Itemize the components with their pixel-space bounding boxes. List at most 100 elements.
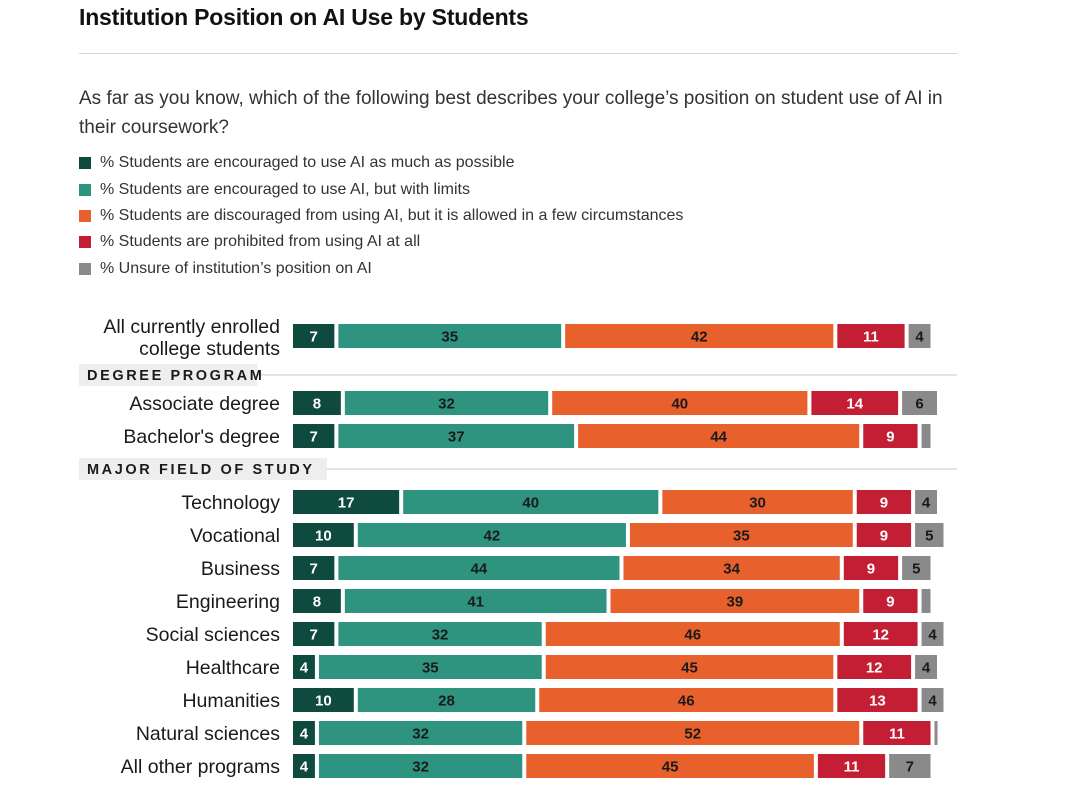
legend-label: % Students are encouraged to use AI as m… <box>100 154 515 172</box>
bar-segment-all-other-programs-4 <box>889 754 931 778</box>
bar-segment-business-0 <box>293 556 335 580</box>
bar-segment-healthcare-3 <box>837 655 912 679</box>
data-label: 44 <box>710 429 727 446</box>
row-label-engineering: Engineering <box>176 591 280 613</box>
data-label: 11 <box>889 726 905 743</box>
legend-label: % Students are encouraged to use AI, but… <box>100 180 470 198</box>
row-label-line: All currently enrolled <box>103 316 280 338</box>
data-label: 7 <box>310 627 318 644</box>
data-label: 34 <box>723 561 740 578</box>
data-label: 4 <box>928 627 937 644</box>
bar-segment-associate-degree-2 <box>552 391 808 415</box>
data-label: 6 <box>915 396 923 413</box>
legend-label: % Unsure of institution’s position on AI <box>100 259 372 277</box>
data-label: 41 <box>467 594 484 611</box>
legend-swatch <box>79 236 91 249</box>
bar-segment-associate-degree-4 <box>902 391 937 415</box>
data-label: 4 <box>922 660 931 677</box>
legend-label: % Students are discouraged from using AI… <box>100 206 684 224</box>
bar-segment-vocational-0 <box>293 523 354 547</box>
bar-segment-all-other-programs-0 <box>293 754 315 778</box>
bar-segment-healthcare-1 <box>318 655 542 679</box>
bar-segment-business-1 <box>338 556 620 580</box>
data-label: 4 <box>300 660 309 677</box>
row-label-bachelor-s-degree: Bachelor's degree <box>123 426 280 448</box>
data-label: 37 <box>448 429 465 446</box>
bar-segment-engineering-1 <box>344 589 607 613</box>
data-label: 4 <box>300 726 309 743</box>
bar-segment-social-sciences-2 <box>545 622 840 646</box>
data-label: 9 <box>886 594 894 611</box>
bar-segment-all-currently-enrolled-college-students-2 <box>565 324 834 348</box>
legend-item-discouraged: % Students are discouraged from using AI… <box>79 203 683 229</box>
bar-segment-social-sciences-3 <box>843 622 918 646</box>
bar-segment-all-other-programs-1 <box>318 754 523 778</box>
bar-segment-engineering-2 <box>610 589 860 613</box>
data-label: 12 <box>866 660 883 677</box>
bar-segment-healthcare-4 <box>915 655 937 679</box>
bar-segment-vocational-1 <box>357 523 626 547</box>
bar-segment-natural-sciences-4 <box>934 721 938 745</box>
data-label: 4 <box>300 759 309 776</box>
data-label: 40 <box>522 495 539 512</box>
data-label: 9 <box>867 561 875 578</box>
data-label: 46 <box>684 627 701 644</box>
bar-segment-bachelor-s-degree-2 <box>578 424 860 448</box>
bar-segment-bachelor-s-degree-0 <box>293 424 335 448</box>
data-label: 4 <box>915 329 924 346</box>
bar-segment-natural-sciences-1 <box>318 721 523 745</box>
data-label: 12 <box>872 627 889 644</box>
row-label-social-sciences: Social sciences <box>146 624 281 646</box>
bar-segment-natural-sciences-0 <box>293 721 315 745</box>
bar-segment-social-sciences-1 <box>338 622 542 646</box>
legend-label: % Students are prohibited from using AI … <box>100 233 421 251</box>
bar-segment-all-currently-enrolled-college-students-3 <box>837 324 905 348</box>
bar-segment-natural-sciences-2 <box>526 721 860 745</box>
bar-segment-engineering-4 <box>921 589 931 613</box>
data-label: 13 <box>869 693 886 710</box>
legend-item-prohibited: % Students are prohibited from using AI … <box>79 229 683 255</box>
data-label: 10 <box>315 528 332 545</box>
bar-segment-healthcare-0 <box>293 655 315 679</box>
bar-segment-associate-degree-1 <box>344 391 549 415</box>
legend-swatch <box>79 262 91 275</box>
bar-segment-humanities-3 <box>837 688 918 712</box>
data-label: 9 <box>880 495 888 512</box>
bar-segment-technology-1 <box>403 490 659 514</box>
data-label: 46 <box>678 693 695 710</box>
legend-swatch <box>79 157 91 170</box>
row-label-associate-degree: Associate degree <box>129 393 280 415</box>
row-label-vocational: Vocational <box>190 525 280 547</box>
data-label: 28 <box>438 693 455 710</box>
bar-segment-vocational-2 <box>629 523 853 547</box>
title-divider <box>79 53 957 54</box>
data-label: 35 <box>422 660 439 677</box>
bar-segment-bachelor-s-degree-3 <box>863 424 918 448</box>
data-label: 30 <box>749 495 766 512</box>
bar-segment-social-sciences-0 <box>293 622 335 646</box>
data-label: 44 <box>471 561 488 578</box>
bar-segment-technology-0 <box>293 490 400 514</box>
legend-item-encouraged-limits: % Students are encouraged to use AI, but… <box>79 176 683 202</box>
bar-segment-vocational-3 <box>856 523 912 547</box>
bar-segment-business-3 <box>843 556 899 580</box>
data-label: 11 <box>844 759 860 776</box>
data-label: 45 <box>681 660 698 677</box>
bar-segment-healthcare-2 <box>545 655 834 679</box>
bar-segment-all-other-programs-3 <box>817 754 886 778</box>
data-label: 4 <box>922 495 931 512</box>
data-label: 32 <box>438 396 455 413</box>
bar-segment-engineering-0 <box>293 589 341 613</box>
data-label: 4 <box>928 693 937 710</box>
legend-swatch <box>79 183 91 196</box>
bar-segment-bachelor-s-degree-1 <box>338 424 575 448</box>
data-label: 17 <box>338 495 355 512</box>
data-label: 9 <box>880 528 888 545</box>
data-label: 45 <box>662 759 679 776</box>
data-label: 35 <box>733 528 750 545</box>
bar-segment-all-other-programs-2 <box>526 754 814 778</box>
bar-segment-associate-degree-3 <box>811 391 899 415</box>
bar-segment-bachelor-s-degree-4 <box>921 424 931 448</box>
data-label: 7 <box>310 429 318 446</box>
data-label: 5 <box>912 561 920 578</box>
